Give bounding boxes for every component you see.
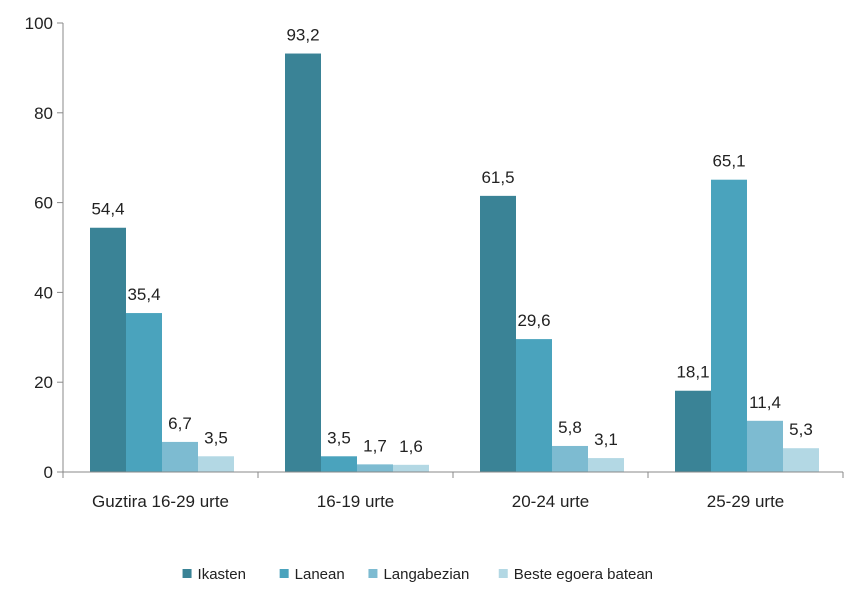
bar	[126, 313, 162, 472]
bar	[588, 458, 624, 472]
bar	[90, 227, 126, 472]
bar	[321, 456, 357, 472]
data-labels: 54,4 35,4 6,7 3,5 93,2 3,5 1,7 1,6 61,5 29,6 5,8 3,…	[91, 26, 812, 456]
bar	[480, 195, 516, 473]
bar	[783, 448, 819, 472]
bar	[285, 53, 321, 472]
data-label: 3,1	[594, 430, 618, 449]
x-category-label: 20-24 urte	[512, 492, 590, 511]
legend-swatch	[182, 569, 192, 578]
data-label: 18,1	[676, 363, 709, 382]
data-label: 93,2	[286, 26, 319, 45]
data-label: 5,8	[558, 418, 582, 437]
x-category-label: Guztira 16-29 urte	[92, 492, 229, 511]
bar	[711, 179, 747, 473]
legend-label: Lanean	[295, 566, 345, 583]
x-axis: Guztira 16-29 urte 16-19 urte 20-24 urte 25…	[62, 471, 844, 511]
bar	[357, 464, 393, 472]
bar	[198, 456, 234, 472]
legend-swatch	[368, 569, 378, 578]
x-category-label: 25-29 urte	[707, 492, 785, 511]
data-label: 35,4	[127, 285, 160, 304]
legend-swatch	[279, 569, 289, 578]
bar	[552, 445, 588, 472]
legend: Ikasten Lanean Langabezian Beste egoera bat…	[182, 566, 653, 583]
data-label: 61,5	[481, 168, 514, 187]
data-label: 3,5	[204, 428, 228, 447]
legend-label: Langabezian	[383, 566, 469, 583]
data-label: 65,1	[712, 152, 745, 171]
y-tick-label: 40	[34, 283, 53, 302]
data-label: 29,6	[517, 311, 550, 330]
y-tick-label: 20	[34, 373, 53, 392]
y-tick-label: 0	[44, 463, 53, 482]
x-category-label: 16-19 urte	[317, 492, 395, 511]
legend-swatch	[498, 569, 508, 578]
legend-label: Ikasten	[198, 566, 246, 583]
y-axis: 0 20 40 60 80 100	[25, 14, 64, 482]
data-label: 1,7	[363, 436, 387, 455]
bar	[393, 464, 429, 472]
data-label: 3,5	[327, 428, 351, 447]
data-label: 11,4	[749, 393, 781, 412]
y-tick-label: 100	[25, 14, 53, 33]
data-label: 6,7	[168, 414, 192, 433]
legend-label: Beste egoera batean	[514, 566, 653, 583]
bar	[162, 441, 198, 472]
bar	[516, 339, 552, 472]
bar	[747, 420, 783, 472]
data-label: 5,3	[789, 420, 813, 439]
y-tick-label: 80	[34, 104, 53, 123]
data-label: 1,6	[399, 437, 423, 456]
bar	[675, 390, 711, 472]
y-tick-label: 60	[34, 194, 53, 213]
bars	[90, 53, 819, 473]
data-label: 54,4	[91, 200, 124, 219]
